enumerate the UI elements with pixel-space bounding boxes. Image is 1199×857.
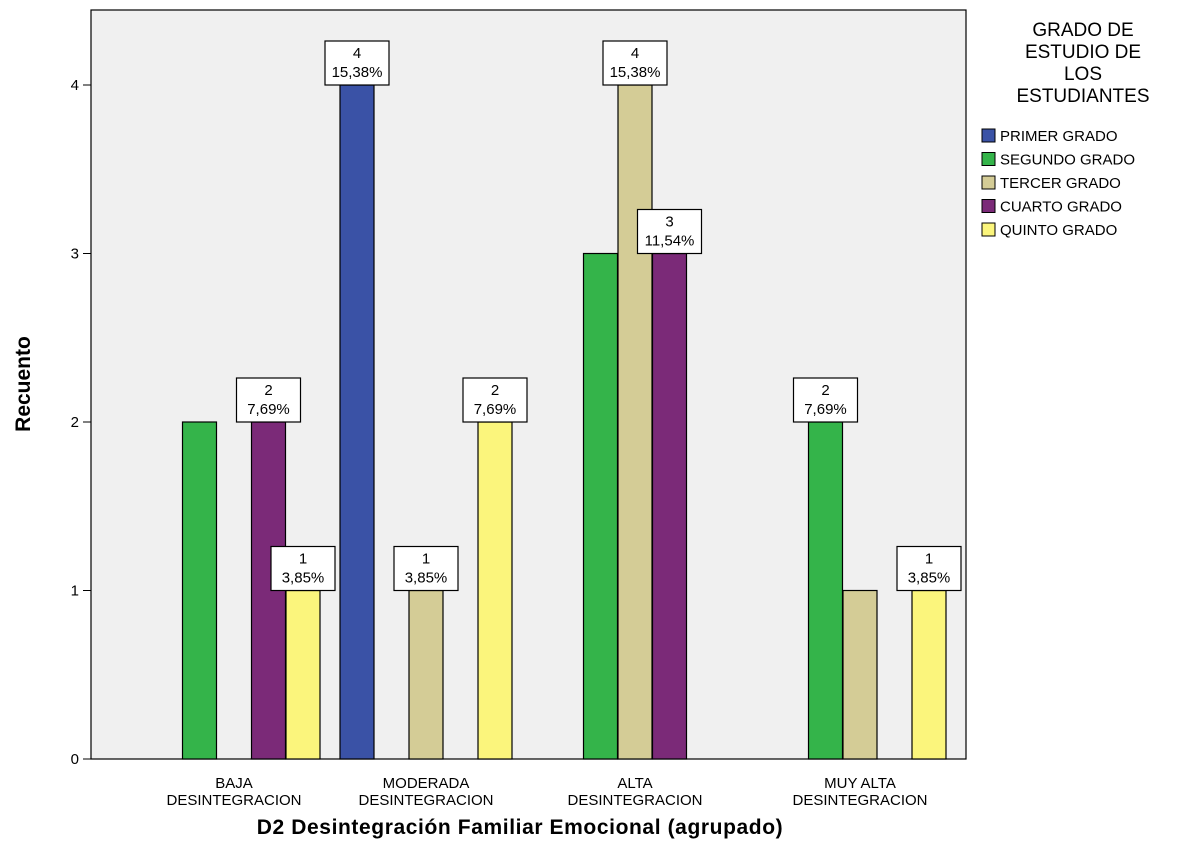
legend-swatch bbox=[981, 152, 996, 166]
legend-title-line: ESTUDIO DE bbox=[1025, 42, 1141, 63]
bar-segundo-grado bbox=[181, 421, 218, 760]
data-label-box bbox=[235, 377, 302, 423]
data-label-box bbox=[896, 545, 962, 592]
data-label-box bbox=[324, 40, 390, 86]
legend-swatch bbox=[981, 222, 996, 237]
y-tick-label: 0 bbox=[71, 751, 79, 768]
bar-quinto-grado bbox=[285, 589, 321, 760]
data-label-count: 2 bbox=[821, 382, 829, 399]
legend-swatch bbox=[981, 175, 996, 190]
bar-primer-grado bbox=[339, 84, 375, 760]
y-axis: 0 1 2 3 4 bbox=[71, 77, 91, 768]
y-tick-label: 4 bbox=[71, 77, 79, 94]
data-label-count: 1 bbox=[422, 551, 430, 568]
legend-title-line: GRADO DE bbox=[1032, 20, 1133, 41]
data-label-count: 1 bbox=[925, 551, 933, 568]
legend-item-label: TERCER GRADO bbox=[1000, 175, 1121, 192]
data-label-box bbox=[393, 545, 459, 592]
x-category-label: BAJA bbox=[215, 775, 253, 792]
data-label-count: 2 bbox=[491, 382, 499, 399]
legend-item-label: CUARTO GRADO bbox=[1000, 199, 1122, 216]
legend-swatch bbox=[981, 128, 996, 143]
data-label-percent: 3,85% bbox=[282, 570, 325, 587]
legend-title-line: ESTUDIANTES bbox=[1016, 86, 1149, 107]
y-tick-label: 1 bbox=[71, 583, 79, 600]
x-category-label: MODERADA bbox=[383, 775, 470, 792]
x-category-label: MUY ALTA bbox=[824, 775, 896, 792]
data-label-percent: 7,69% bbox=[804, 401, 847, 418]
data-label-count: 2 bbox=[264, 382, 272, 399]
data-label-percent: 3,85% bbox=[405, 570, 448, 587]
data-label-box bbox=[602, 40, 668, 86]
bar-quinto-grado bbox=[477, 421, 513, 760]
bar-tercer-grado bbox=[842, 589, 878, 760]
data-label-count: 1 bbox=[299, 551, 307, 568]
data-label-count: 3 bbox=[665, 214, 673, 231]
legend-swatch bbox=[981, 199, 996, 213]
x-category-label: DESINTEGRACION bbox=[792, 792, 927, 809]
legend-title-line: LOS bbox=[1064, 64, 1102, 85]
y-axis-title: Recuento bbox=[12, 336, 35, 432]
data-label-percent: 15,38% bbox=[610, 64, 661, 81]
data-labels: 2 7,69% 1 3,85% 4 15,38% 1 3,85% 2 7,69% 4 15,38% 3 1… bbox=[235, 40, 962, 592]
legend-item-label: PRIMER GRADO bbox=[1000, 128, 1118, 145]
data-label-percent: 11,54% bbox=[645, 233, 695, 250]
y-tick-label: 3 bbox=[71, 246, 79, 263]
data-label-count: 4 bbox=[353, 45, 361, 62]
bar-tercer-grado bbox=[408, 589, 444, 760]
bar-tercer-grado bbox=[617, 84, 653, 760]
x-axis: BAJADESINTEGRACIONMODERADADESINTEGRACION… bbox=[166, 775, 927, 809]
x-category-label: DESINTEGRACION bbox=[358, 792, 493, 809]
bar-segundo-grado bbox=[582, 252, 619, 760]
data-label-box bbox=[792, 377, 859, 423]
data-label-percent: 7,69% bbox=[474, 401, 517, 418]
x-axis-title: D2 Desintegración Familiar Emocional (ag… bbox=[257, 816, 783, 839]
x-category-label: ALTA bbox=[617, 775, 652, 792]
x-category-label: DESINTEGRACION bbox=[567, 792, 702, 809]
bar-segundo-grado bbox=[807, 421, 844, 760]
data-label-percent: 15,38% bbox=[332, 64, 383, 81]
legend-item-label: SEGUNDO GRADO bbox=[1000, 152, 1135, 169]
y-tick-label: 2 bbox=[71, 414, 79, 431]
bar-quinto-grado bbox=[911, 589, 947, 760]
data-label-box bbox=[462, 377, 528, 423]
data-label-box bbox=[636, 208, 703, 255]
data-label-percent: 7,69% bbox=[247, 401, 290, 418]
data-label-percent: 3,85% bbox=[908, 570, 951, 587]
data-label-count: 4 bbox=[631, 45, 639, 62]
x-category-label: DESINTEGRACION bbox=[166, 792, 301, 809]
data-label-box bbox=[270, 545, 336, 592]
bar-cuarto-grado bbox=[651, 252, 688, 760]
legend-item-label: QUINTO GRADO bbox=[1000, 222, 1117, 239]
